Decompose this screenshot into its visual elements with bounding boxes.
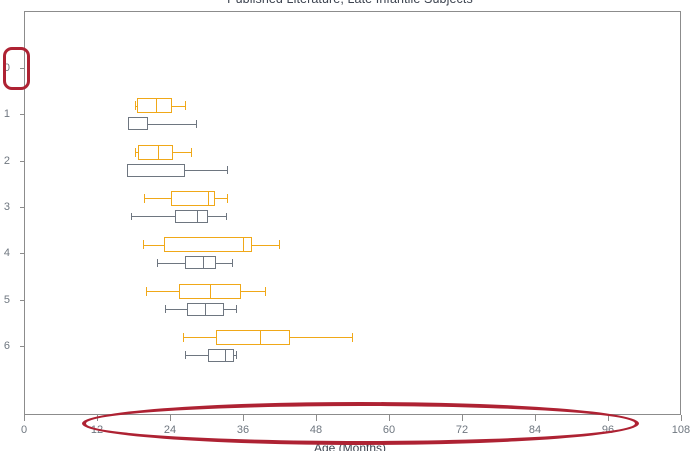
- boxplot-whisker-upper: [148, 123, 197, 125]
- boxplot-iqr-box: [174, 209, 209, 223]
- boxplot-median-line: [197, 209, 199, 223]
- boxplot-whisker-upper: [290, 337, 353, 339]
- boxplot-cap-lower: [145, 286, 147, 296]
- boxplot-median-line: [260, 329, 262, 345]
- boxplot-whisker-lower: [143, 244, 164, 246]
- y-axis-tick-label: 0: [3, 62, 10, 74]
- boxplot-whisker-lower: [185, 355, 209, 357]
- boxplot-cap-lower: [156, 258, 158, 267]
- y-axis-tick-label: 2: [3, 154, 10, 167]
- x-axis-tick-mark: [96, 415, 98, 421]
- boxplot-whisker-upper: [185, 170, 228, 172]
- boxplot-cap-lower: [185, 351, 187, 360]
- boxplot-median-line: [207, 190, 209, 206]
- x-axis-tick-mark: [388, 415, 390, 421]
- boxplot-whisker-upper: [215, 198, 228, 200]
- boxplot-cap-lower: [183, 332, 185, 342]
- x-axis-tick-label: 72: [455, 424, 469, 436]
- boxplot-whisker-lower: [145, 291, 180, 292]
- boxplot-whisker-upper: [233, 355, 237, 357]
- y-axis-tick-label: 5: [3, 293, 10, 306]
- x-axis-tick-label: 96: [601, 424, 615, 436]
- boxplot-median-line: [128, 117, 130, 131]
- boxplot-median-line: [157, 144, 159, 160]
- boxplot-whisker-lower: [131, 216, 175, 218]
- boxplot-iqr-box: [208, 348, 234, 362]
- x-axis-tick-label: 108: [671, 424, 691, 436]
- x-axis-tick-mark: [24, 415, 25, 421]
- y-axis-tick-label: 6: [3, 339, 10, 352]
- boxplot-median-line: [126, 163, 128, 177]
- boxplot-cap-lower: [144, 193, 146, 203]
- boxplot-whisker-upper: [251, 244, 280, 246]
- boxplot-median-line: [202, 256, 204, 270]
- boxplot-median-line: [224, 348, 226, 362]
- boxplot-median-line: [209, 283, 211, 299]
- boxplot-whisker-lower: [144, 198, 172, 200]
- boxplot-iqr-box: [138, 144, 174, 160]
- boxplot-whisker-lower: [165, 309, 188, 310]
- boxplot-cap-upper: [352, 332, 354, 342]
- boxplot-whisker-upper: [224, 309, 236, 310]
- plot-area-frame: [24, 11, 681, 415]
- boxplot-cap-upper: [236, 351, 238, 360]
- chart-title: Published Literature, Late Infantile Sub…: [0, 0, 700, 6]
- boxplot-cap-lower: [131, 212, 133, 221]
- boxplot-cap-upper: [279, 240, 281, 250]
- boxplot-whisker-upper: [240, 291, 265, 292]
- boxplot-cap-upper: [191, 147, 193, 157]
- boxplot-median-line: [156, 98, 157, 114]
- boxplot-cap-lower: [135, 101, 137, 111]
- boxplot-median-line: [205, 302, 207, 316]
- boxplot-cap-upper: [196, 119, 198, 128]
- x-axis-title: Age (Months): [313, 441, 387, 451]
- x-axis-tick-label: 0: [20, 424, 28, 436]
- y-axis-tick-label: 1: [3, 108, 10, 121]
- boxplot-whisker-upper: [208, 216, 226, 218]
- boxplot-iqr-box: [163, 237, 252, 253]
- boxplot-whisker-upper: [171, 105, 186, 107]
- boxplot-whisker-lower: [135, 152, 139, 154]
- boxplot-whisker-upper: [216, 262, 233, 264]
- x-axis-tick-mark: [461, 415, 463, 421]
- x-axis-tick-label: 84: [528, 424, 542, 436]
- boxplot-iqr-box: [137, 98, 172, 114]
- boxplot-cap-upper: [185, 101, 187, 111]
- x-axis-tick-label: 24: [163, 424, 177, 436]
- x-axis-tick-label: 60: [382, 424, 396, 436]
- boxplot-iqr-box: [184, 256, 217, 270]
- boxplot-median-line: [242, 237, 244, 253]
- boxplot-iqr-box: [216, 329, 291, 345]
- x-axis-tick-label: 48: [309, 424, 323, 436]
- boxplot-cap-lower: [135, 147, 137, 157]
- x-axis-tick-mark: [242, 415, 244, 421]
- boxplot-cap-lower: [143, 240, 145, 250]
- x-axis-tick-mark: [534, 415, 536, 421]
- boxplot-iqr-box: [126, 163, 186, 177]
- x-axis-tick-mark: [680, 415, 682, 421]
- boxplot-whisker-lower: [156, 262, 185, 264]
- x-axis-tick-mark: [315, 415, 317, 421]
- boxplot-iqr-box: [171, 190, 215, 206]
- boxplot-whisker-lower: [183, 337, 217, 339]
- x-axis-tick-mark: [169, 415, 171, 421]
- y-axis-tick-label: 4: [3, 247, 10, 260]
- boxplot-iqr-box: [128, 117, 149, 131]
- boxplot-cap-upper: [227, 193, 229, 203]
- boxplot-cap-upper: [232, 258, 234, 267]
- y-axis-tick-label: 3: [3, 200, 10, 213]
- x-axis-tick-label: 12: [90, 424, 104, 436]
- boxplot-cap-upper: [264, 286, 266, 296]
- boxplot-whisker-upper: [173, 152, 192, 154]
- x-axis-tick-label: 36: [236, 424, 250, 436]
- boxplot-cap-upper: [225, 212, 227, 221]
- boxplot-cap-upper: [227, 166, 229, 174]
- boxplot-cap-upper: [235, 305, 237, 313]
- x-axis-tick-mark: [607, 415, 609, 421]
- boxplot-cap-lower: [165, 305, 167, 313]
